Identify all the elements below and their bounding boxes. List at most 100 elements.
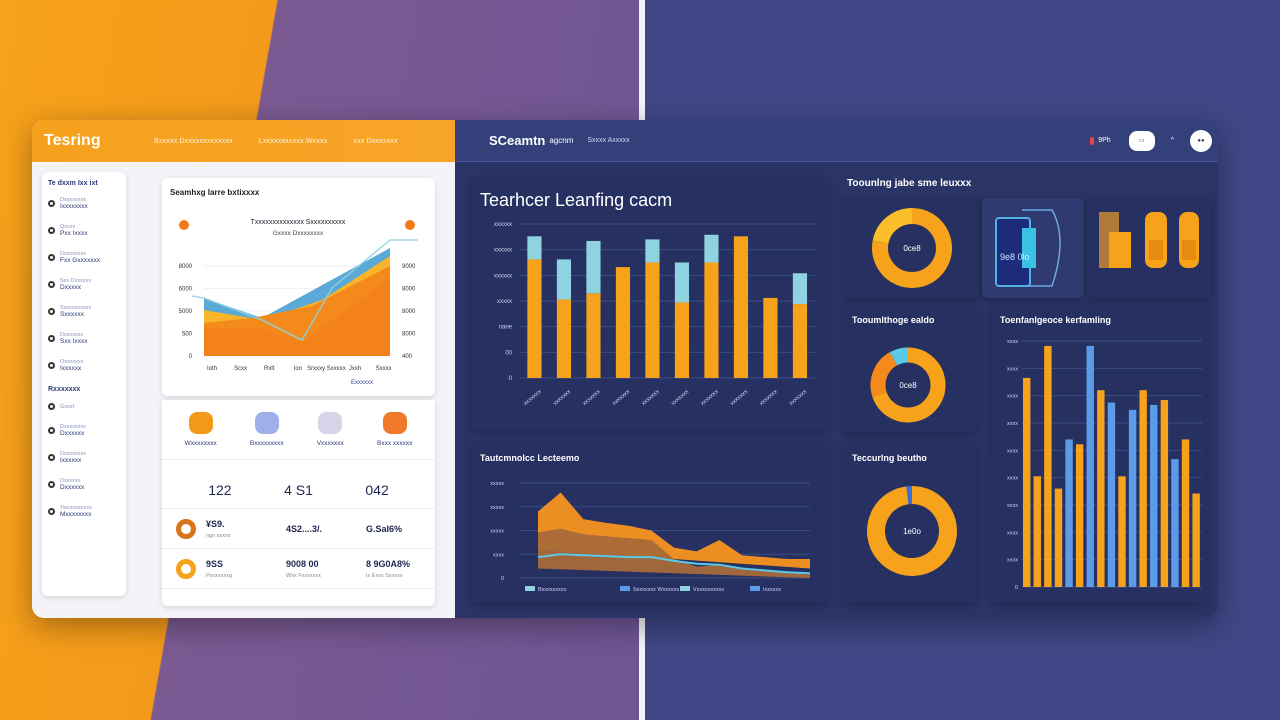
tick-label: Ioth (207, 366, 217, 372)
status-indicator-icon (1090, 136, 1095, 145)
circle-icon (48, 227, 55, 234)
quick-action-3[interactable]: Bxxx xxxxxx (377, 412, 412, 459)
ring-icon (176, 558, 196, 579)
sidebar-item[interactable]: Gxxxt (48, 403, 120, 410)
donut-card: 0ce8 (842, 198, 980, 298)
legend-label: Sxxxxxxx Wxxxxxx (633, 587, 679, 593)
bar (1192, 493, 1200, 587)
nav-link[interactable]: Lxxxxxxxxxxx Wxxxx (258, 137, 328, 145)
sidebar-heading: Te dxxm Ixx ixt (48, 180, 98, 187)
quick-action-label: Vxxxxxxx (316, 440, 344, 447)
bar (1118, 476, 1126, 587)
area-chart-card: Seamhxg Iarre bxtixxxx Txxxxxxxxxxxxxx S… (162, 178, 435, 396)
stat-value: 9SS (206, 558, 224, 569)
sidebar-item-label: Ixxxxxxxx (60, 203, 88, 210)
stat-value: 042 (365, 482, 389, 498)
sidebar-item[interactable]: Qxxxx Pxx Ixxxx (48, 224, 120, 237)
sidebar-section-heading: Rxxxxxxx (48, 386, 81, 393)
sidebar-item-sub: Twxxxxxxxxx (60, 505, 92, 511)
toggle-button[interactable]: ▭ (1128, 130, 1155, 151)
refresh-icon (382, 412, 407, 434)
tick-label: xxxxx (490, 505, 504, 511)
legend-swatch (620, 586, 630, 591)
circle-icon (48, 308, 55, 315)
bar (1107, 402, 1116, 587)
nav-link[interactable]: Sxxxx Axxxxx (587, 137, 630, 144)
bar (1097, 390, 1105, 587)
sidebar-item[interactable]: Dxxxxxx Dxxxxxx (48, 478, 120, 491)
sidebar-item-sub: Dxxxxxxxx (60, 197, 86, 203)
legend-label: Vxxxxxxxxxx (693, 587, 724, 593)
x-tick-label: xxxxxxx (582, 389, 602, 407)
donut-card: Teccurlng beutho 1e0o (842, 443, 978, 603)
sidebar-item[interactable]: Dxxxxxxxx Fxx Gxxxxxxx (48, 251, 120, 264)
bar (527, 259, 542, 378)
tick-label: xxxxxx (494, 248, 512, 254)
quick-action-0[interactable]: Wxxxxxxxx (185, 412, 217, 459)
card-title: Seamhxg Iarre bxtixxxx (170, 188, 260, 197)
nav-link[interactable]: xxx Dxxxxxxx (353, 137, 398, 145)
bar-cap (556, 259, 572, 300)
bar-chart-card: Tearhcer Leanfing cacm 0 00 nane xxxxx xxxxx… (470, 178, 828, 430)
bar (1075, 444, 1084, 587)
donut-chart: 1e0o (867, 486, 957, 576)
circle-icon (48, 281, 55, 288)
stat-sub: Wxx Fxxxxxxx (286, 572, 321, 579)
bar (586, 293, 601, 378)
book-icon (254, 412, 279, 434)
circle-icon (48, 200, 55, 207)
legend-swatch (750, 586, 760, 591)
donut-center-label: 0ce8 (899, 381, 917, 390)
legend-swatch (525, 586, 535, 591)
donut-chart: 0ce8 (870, 347, 946, 423)
circle-icon (48, 427, 55, 434)
sidebar-item-label: Mxxxxxxxx (60, 511, 92, 518)
circle-icon (48, 254, 55, 261)
sidebar-item[interactable]: Sxx Dxxxxxx Dxxxxx (48, 278, 120, 291)
tick-label: Jxxh (349, 366, 361, 372)
nav-link[interactable]: Bxxxxx Dxxxxxxxxxxxxx (154, 137, 233, 145)
sidebar-item[interactable]: Dxxxxxxxx Ixxxxxxxx (48, 197, 120, 210)
stat-value: 9008 00 (286, 558, 319, 569)
sidebar-item-sub: Sxx Dxxxxxx (60, 278, 92, 284)
quick-action-2[interactable]: Vxxxxxxx (317, 412, 344, 459)
tick-label: Ion (294, 366, 302, 372)
card-title: Toenfanlgeoce kerfamling (1000, 315, 1111, 325)
card-title: Tooumlthoge ealdo (852, 315, 935, 325)
profile-avatar[interactable]: ●● (1190, 129, 1212, 152)
sidebar-item[interactable]: Dxxxxxxx Sxx Ixxxx (48, 332, 120, 345)
ring-icon (176, 518, 196, 539)
stat-value: G.SaI6% (366, 523, 403, 534)
stat-value: ¥S9. (206, 518, 225, 529)
x-tick-label: xxxxxxx (641, 389, 661, 407)
tick-label: Srxxxy Sxxxxx (307, 366, 346, 372)
sidebar-item-label: Dxxxxx (60, 284, 81, 291)
quick-action-1[interactable]: Bxxxxxxxxx (250, 412, 284, 459)
sidebar-item[interactable]: Sxxxxxxxxxx Sxxxxxx (48, 305, 120, 318)
tick-label: xxxxx (497, 299, 512, 305)
bar (615, 267, 631, 378)
stat-row: 9SS Pxxxxxxxg 9008 00 Wxx Fxxxxxxx 8 9G0A8… (162, 549, 435, 589)
x-tick-label: xxxxxxx (611, 389, 631, 407)
sidebar-item-label: Ixxxxxx (60, 457, 82, 464)
chart-title: Txxxxxxxxxxxxxx Sxxxxxxxxxx (251, 219, 346, 226)
x-tick-label: xxxxxxx (670, 389, 690, 407)
bar (1086, 345, 1094, 587)
sidebar-item[interactable]: Dxxxxxxxx Ixxxxxx (48, 451, 120, 464)
stat-value: 4 S1 (284, 482, 313, 498)
right-panel: SCeamtn agcnm Sxxxx Axxxxx 9Ph ▭ ^ ●● Te… (455, 120, 1218, 618)
chevron-up-icon[interactable]: ^ (1170, 137, 1174, 144)
sidebar-item[interactable]: Oxxxxxxx Ixxxxxx (48, 359, 120, 372)
donut-slice (872, 347, 946, 423)
x-tick-label: xxxxxxx (552, 389, 572, 407)
tick-label: 8000 (402, 332, 416, 338)
tick-label: xxxx (1007, 448, 1018, 454)
donut-center-label: 0ce8 (903, 244, 921, 253)
line-series (537, 553, 811, 575)
sidebar-item-label: Pxx Ixxxx (60, 230, 88, 237)
bar (1171, 459, 1179, 587)
sidebar-item[interactable]: Twxxxxxxxxx Mxxxxxxxx (48, 505, 120, 518)
circle-icon (48, 481, 55, 488)
sidebar-item[interactable]: Dxxxxxxxx Dxxxxxx (48, 424, 120, 437)
more-link[interactable]: Exxxxxx (351, 380, 373, 386)
